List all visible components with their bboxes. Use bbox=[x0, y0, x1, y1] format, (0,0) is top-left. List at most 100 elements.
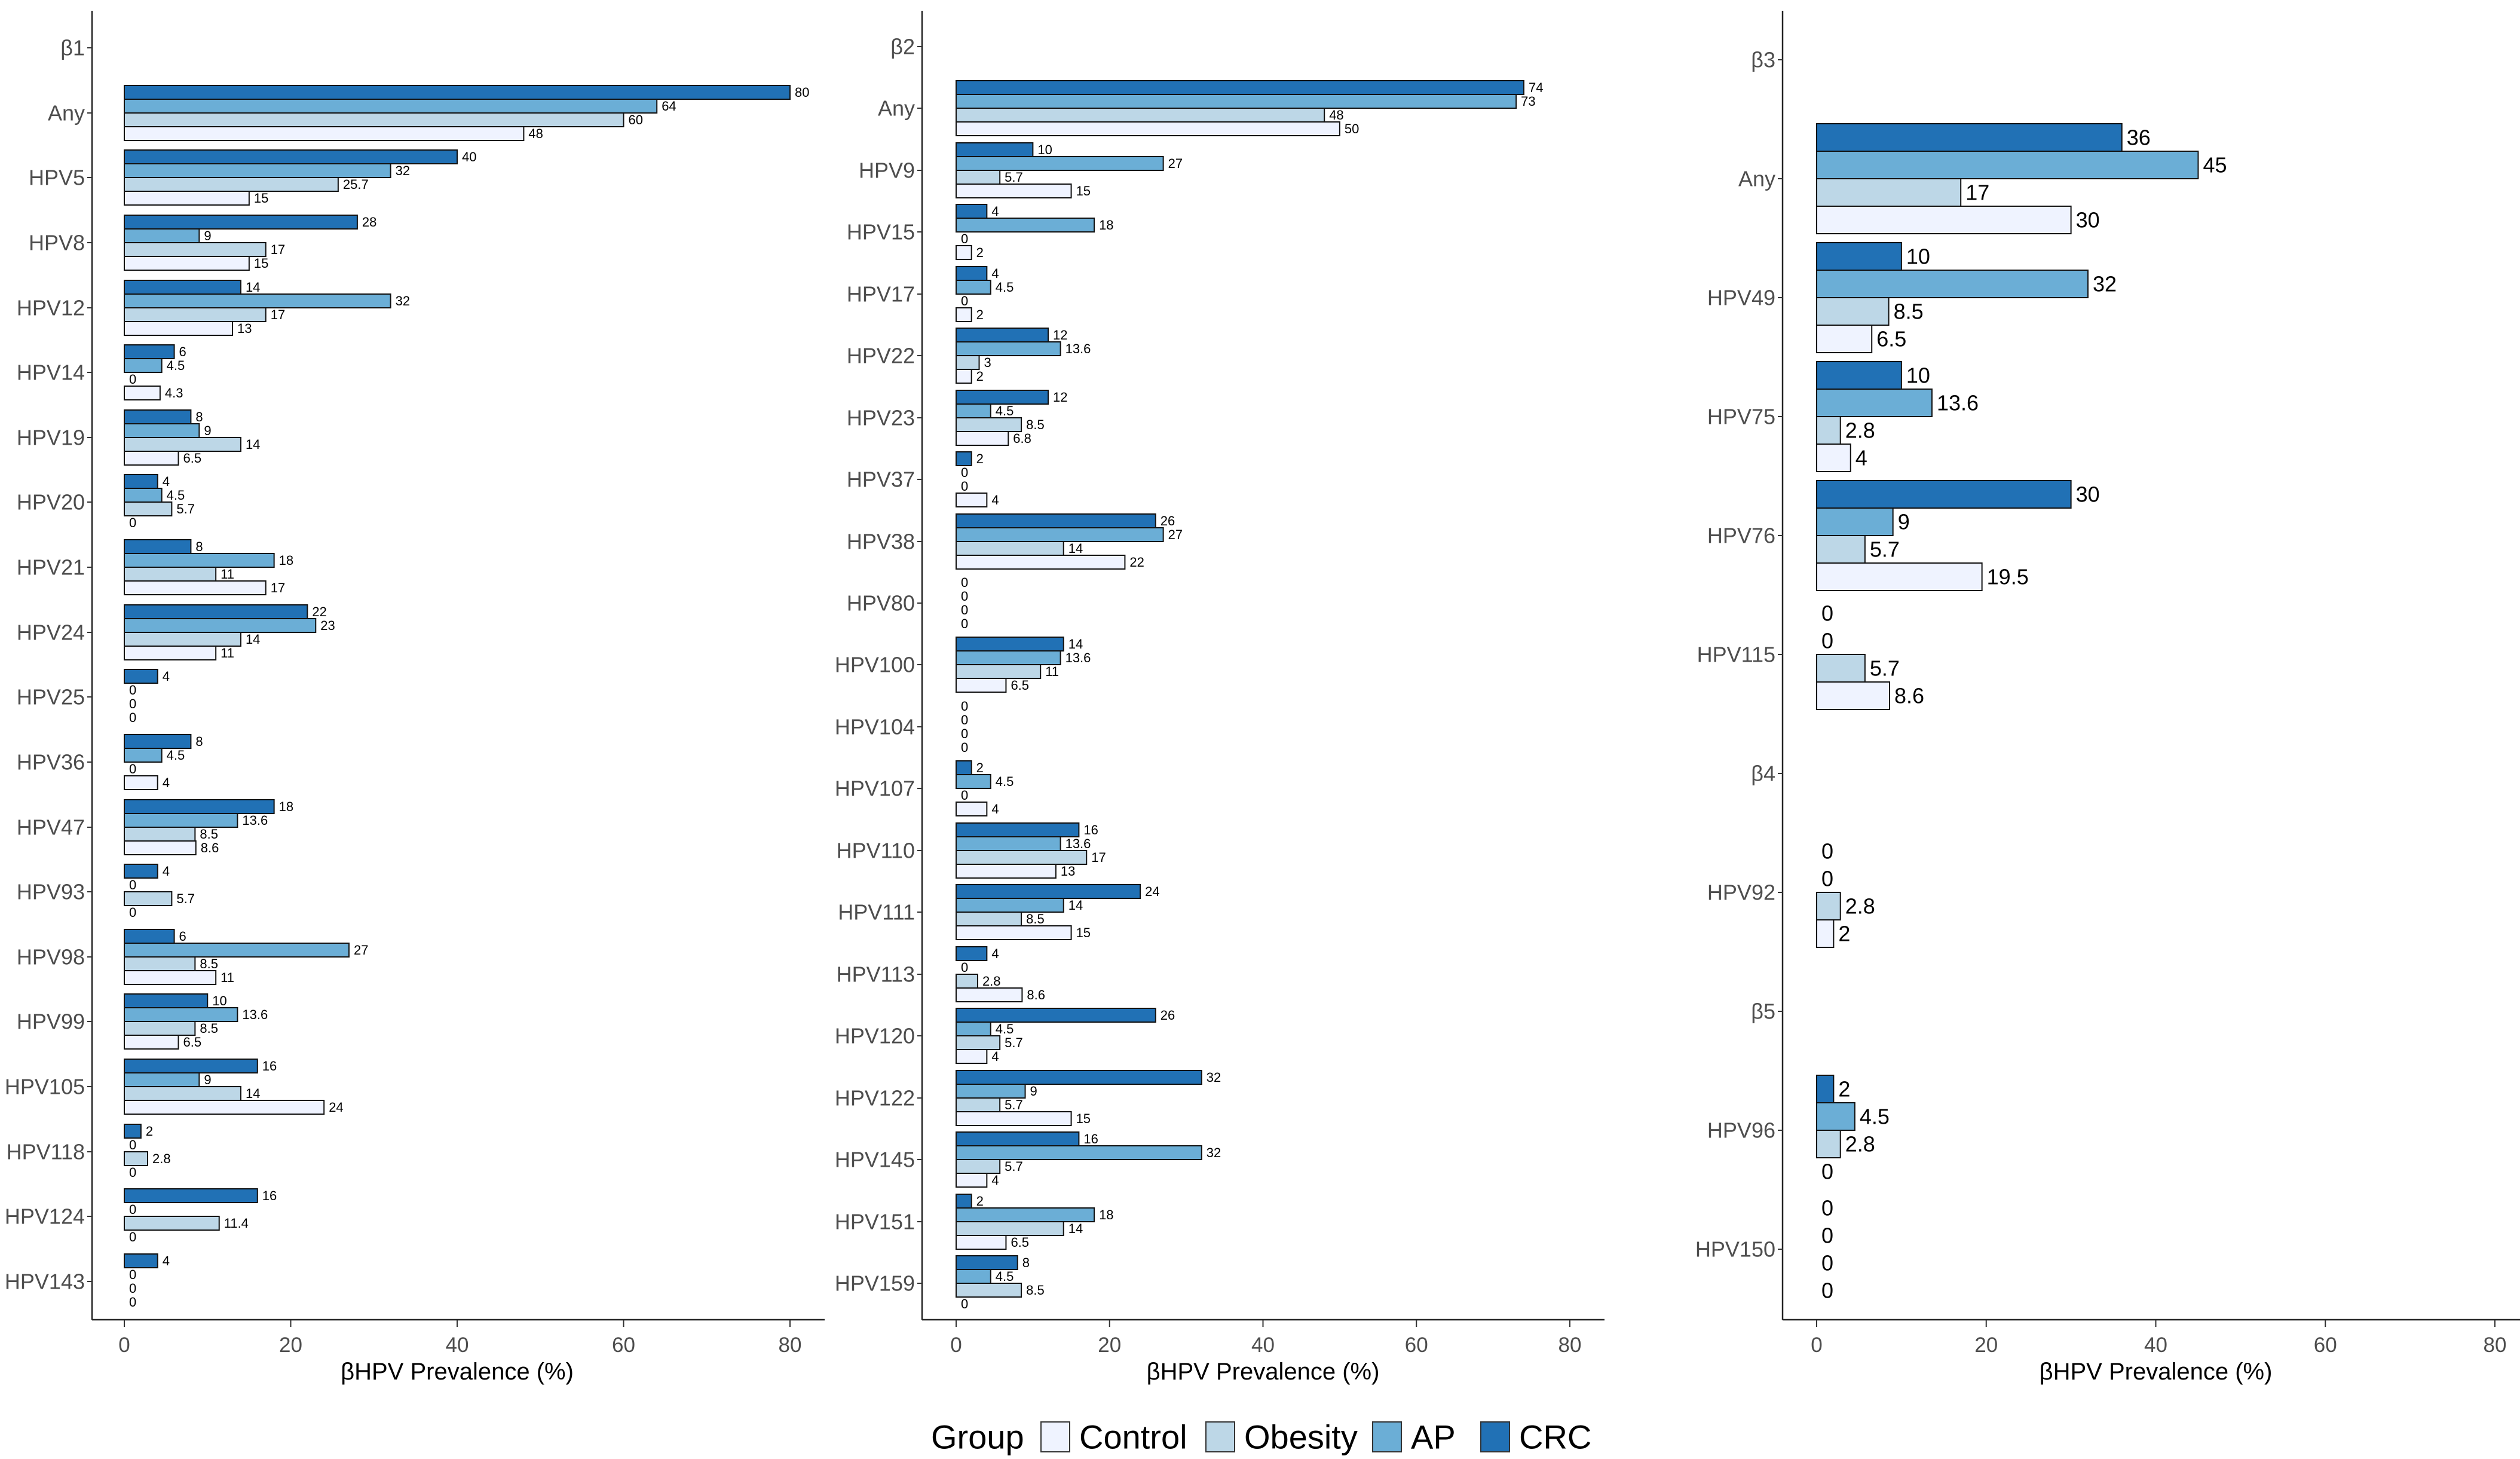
bar-ap bbox=[956, 1084, 1026, 1099]
bar-crc bbox=[956, 1070, 1202, 1085]
data-label: 6.5 bbox=[183, 451, 202, 466]
bar-ap bbox=[124, 813, 238, 828]
bar-control bbox=[956, 987, 1023, 1002]
bar-crc bbox=[1816, 361, 1902, 390]
data-label: 0 bbox=[129, 696, 136, 711]
bar-crc bbox=[956, 328, 1049, 342]
bar-control bbox=[1816, 325, 1873, 353]
data-label: 25.7 bbox=[343, 177, 369, 192]
category-label: β3 bbox=[1751, 48, 1775, 72]
x-tick-label: 60 bbox=[612, 1333, 635, 1357]
bar-control bbox=[956, 183, 1072, 198]
data-label: 5.7 bbox=[1870, 537, 1900, 562]
data-label: 4 bbox=[163, 669, 170, 684]
data-label: 11.4 bbox=[224, 1216, 249, 1231]
bar-control bbox=[1816, 562, 1983, 591]
bar-control bbox=[956, 1173, 988, 1188]
data-label: 0 bbox=[129, 372, 136, 387]
x-axis-title: βHPV Prevalence (%) bbox=[1147, 1359, 1380, 1385]
category-label: HPV80 bbox=[847, 591, 915, 616]
data-label: 8.5 bbox=[1026, 1283, 1045, 1298]
bar-ap bbox=[124, 293, 391, 308]
data-label: 8.5 bbox=[200, 827, 218, 842]
x-tick-label: 20 bbox=[279, 1333, 302, 1357]
bar-crc bbox=[124, 1124, 142, 1139]
category-label: HPV115 bbox=[1697, 643, 1775, 667]
bar-ap bbox=[956, 156, 1164, 171]
bar-obesity bbox=[956, 850, 1088, 865]
data-label: 9 bbox=[204, 423, 211, 438]
data-label: 13.6 bbox=[242, 1007, 268, 1022]
data-label: 4.5 bbox=[996, 1021, 1014, 1036]
x-tick-label: 80 bbox=[1558, 1333, 1582, 1357]
data-label: 32 bbox=[1207, 1145, 1221, 1160]
category-label: HPV20 bbox=[17, 490, 85, 515]
bar-obesity bbox=[1816, 535, 1866, 564]
data-label: 50 bbox=[1345, 121, 1359, 136]
data-label: 4 bbox=[991, 802, 999, 816]
data-label: 14 bbox=[1068, 898, 1083, 913]
data-label: 0 bbox=[129, 1137, 136, 1152]
bar-control bbox=[956, 555, 1126, 570]
category-label: HPV14 bbox=[17, 360, 85, 385]
data-label: 2 bbox=[976, 1194, 984, 1209]
data-label: 4.5 bbox=[167, 488, 185, 503]
data-label: 8 bbox=[195, 734, 203, 749]
bar-ap bbox=[1816, 507, 1894, 536]
bar-ap bbox=[124, 553, 275, 568]
bar-obesity bbox=[956, 912, 1022, 926]
data-label: 36 bbox=[2127, 126, 2151, 150]
bar-control bbox=[124, 775, 158, 790]
data-label: 3 bbox=[984, 355, 991, 370]
data-label: 8.5 bbox=[200, 956, 218, 971]
bar-obesity bbox=[956, 974, 978, 989]
bar-control bbox=[956, 802, 988, 816]
legend-label-crc: CRC bbox=[1519, 1418, 1591, 1456]
data-label: 0 bbox=[961, 1296, 968, 1311]
data-label: 11 bbox=[1045, 664, 1059, 679]
data-label: 8 bbox=[1022, 1255, 1030, 1270]
data-label: 0 bbox=[129, 1229, 136, 1244]
data-label: 4.5 bbox=[1860, 1105, 1890, 1129]
data-label: 15 bbox=[1076, 1111, 1091, 1126]
bar-obesity bbox=[124, 956, 196, 971]
bar-obesity bbox=[124, 242, 267, 257]
bar-ap bbox=[124, 99, 658, 114]
data-label: 2 bbox=[976, 760, 984, 775]
data-label: 2.8 bbox=[1845, 894, 1875, 919]
category-label: HPV99 bbox=[17, 1010, 85, 1034]
category-label: HPV159 bbox=[835, 1271, 915, 1296]
data-label: 0 bbox=[129, 515, 136, 530]
bar-obesity bbox=[124, 1216, 220, 1231]
bar-ap bbox=[124, 358, 163, 373]
data-label: 11 bbox=[221, 970, 234, 985]
data-label: 4.3 bbox=[165, 386, 183, 400]
bar-ap bbox=[956, 1145, 1202, 1160]
category-label: Any bbox=[878, 96, 915, 121]
data-label: 14 bbox=[246, 280, 260, 295]
bar-ap bbox=[956, 1207, 1095, 1222]
bar-control bbox=[956, 493, 988, 507]
bar-crc bbox=[956, 80, 1524, 95]
data-label: 13 bbox=[237, 321, 252, 336]
bar-control bbox=[124, 386, 161, 400]
data-label: 8.5 bbox=[1894, 299, 1924, 324]
category-label: Any bbox=[1738, 167, 1775, 191]
category-label: β5 bbox=[1751, 999, 1775, 1024]
category-label: HPV124 bbox=[5, 1204, 85, 1229]
bar-obesity bbox=[124, 501, 173, 516]
bar-crc bbox=[124, 1188, 258, 1203]
data-label: 17 bbox=[1091, 850, 1106, 865]
data-label: 64 bbox=[662, 99, 676, 114]
bar-crc bbox=[124, 149, 458, 164]
bar-obesity bbox=[1816, 297, 1890, 326]
category-label: HPV96 bbox=[1707, 1118, 1775, 1143]
bar-crc bbox=[124, 734, 192, 749]
bar-obesity bbox=[124, 827, 196, 842]
data-label: 14 bbox=[246, 632, 260, 647]
category-label: HPV47 bbox=[17, 815, 85, 840]
bar-ap bbox=[956, 836, 1061, 851]
category-label: HPV15 bbox=[847, 220, 915, 244]
data-label: 15 bbox=[254, 191, 268, 206]
